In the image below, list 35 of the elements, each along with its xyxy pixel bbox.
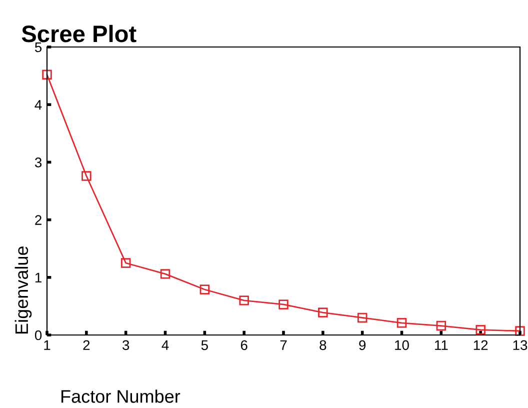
point (318, 308, 328, 318)
chart-title: Scree Plot (22, 24, 136, 42)
point (436, 320, 446, 331)
point (515, 326, 525, 336)
x-tick-label: 12 (474, 340, 488, 350)
y-tick-label: 2 (35, 215, 42, 225)
x-tick-label: 9 (359, 340, 366, 350)
point (82, 171, 92, 181)
point (120, 258, 131, 268)
x-tick-label: 13 (513, 340, 528, 350)
point (239, 296, 249, 306)
y-tick-label: 1 (35, 272, 42, 282)
point (42, 70, 52, 80)
y-tick-label: 3 (34, 158, 42, 168)
point (357, 312, 368, 323)
point (476, 324, 486, 335)
x-tick-label: 7 (280, 340, 287, 350)
point (200, 284, 210, 294)
point (278, 300, 288, 310)
x-tick-label: 8 (320, 340, 326, 350)
point (396, 318, 407, 328)
x-tick-label: 5 (201, 340, 208, 350)
x-tick-label: 11 (435, 340, 448, 350)
x-tick-label: 2 (83, 340, 90, 350)
x-tick-label: 6 (240, 340, 248, 350)
y-tick-label: 0 (34, 330, 42, 340)
y-tick-label: 4 (34, 100, 42, 110)
x-tick-label: 4 (162, 340, 169, 350)
x-tick-label: 1 (44, 340, 50, 350)
x-axis-title: Factor Number (61, 390, 180, 403)
point (160, 269, 170, 279)
y-tick-label: 5 (34, 42, 42, 52)
x-tick-label: 3 (122, 340, 130, 350)
x-tick-label: 10 (395, 340, 409, 350)
y-axis-title: Eigenvalue (14, 246, 32, 334)
